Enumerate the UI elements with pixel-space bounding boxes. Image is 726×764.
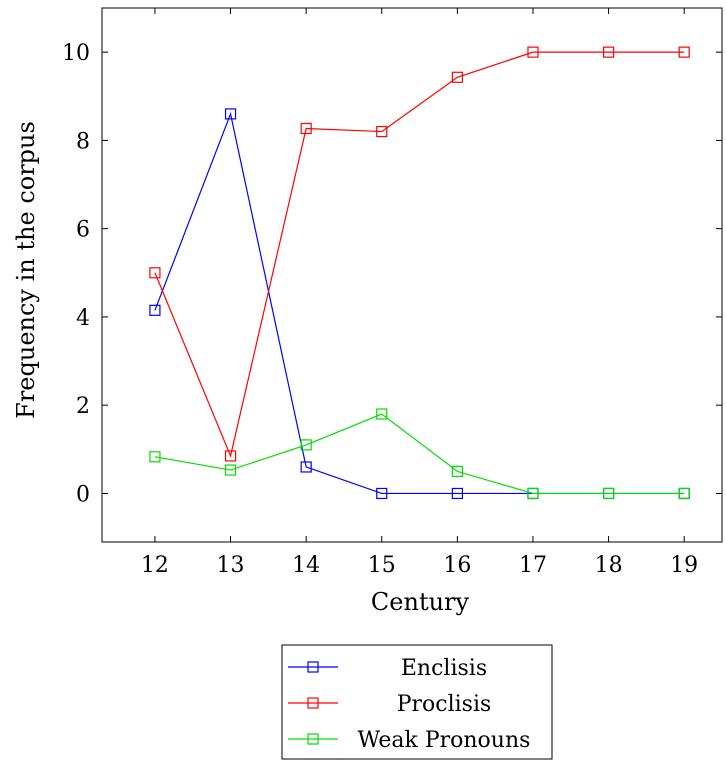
- y-tick-label: 2: [76, 394, 90, 419]
- legend: Enclisis Proclisis Weak Pronouns: [281, 644, 553, 760]
- data-point-proclisis: [678, 46, 690, 58]
- y-tick-label: 10: [62, 41, 90, 66]
- x-tick-label: 16: [443, 553, 471, 578]
- series-line-proclisis: [154, 51, 685, 458]
- x-tick-label: 18: [595, 553, 623, 578]
- legend-label-proclisis: Proclisis: [397, 692, 492, 717]
- data-point-proclisis: [149, 267, 161, 279]
- y-axis-title: Frequency in the corpus: [12, 121, 40, 419]
- x-tick-label: 13: [217, 553, 245, 578]
- data-point-enclisis: [149, 304, 161, 316]
- data-point-weak-pronouns: [678, 487, 690, 500]
- data-point-proclisis: [451, 71, 463, 83]
- x-axis-ticks: 12 13 14 15 16 17 18 19: [141, 8, 698, 578]
- legend-marker-weak-pronouns: [307, 733, 319, 745]
- series-line-enclisis: [154, 111, 685, 495]
- legend-marker-proclisis: [307, 697, 319, 709]
- legend-marker-enclisis: [307, 661, 319, 673]
- legend-label-enclisis: Enclisis: [401, 656, 487, 681]
- data-point-weak-pronouns: [527, 487, 539, 500]
- data-point-enclisis: [376, 487, 388, 500]
- x-tick-label: 15: [368, 553, 396, 578]
- data-point-weak-pronouns: [376, 408, 388, 420]
- y-tick-label: 0: [76, 482, 90, 507]
- x-tick-label: 14: [292, 553, 320, 578]
- series-line-weak-pronouns: [154, 413, 685, 495]
- plot-area: [101, 7, 723, 543]
- data-point-proclisis: [527, 46, 539, 58]
- plot-frame: [101, 7, 723, 543]
- data-point-weak-pronouns: [602, 487, 615, 500]
- x-axis-title: Century: [371, 588, 470, 616]
- series-layer: [149, 46, 690, 500]
- data-point-proclisis: [376, 125, 388, 138]
- data-point-enclisis: [224, 108, 237, 120]
- x-tick-label: 19: [670, 553, 698, 578]
- data-point-weak-pronouns: [224, 464, 237, 476]
- y-tick-label: 6: [76, 218, 90, 243]
- x-tick-label: 12: [141, 553, 169, 578]
- y-axis-ticks: 0 2 4 6 8 10: [62, 41, 722, 507]
- data-point-enclisis: [300, 461, 312, 473]
- y-tick-label: 8: [76, 129, 90, 154]
- data-point-proclisis: [602, 46, 615, 58]
- data-point-weak-pronouns: [300, 439, 312, 451]
- legend-box: [281, 644, 553, 760]
- data-point-proclisis: [300, 122, 312, 135]
- x-tick-label: 17: [519, 553, 547, 578]
- y-tick-label: 4: [76, 306, 90, 331]
- data-point-weak-pronouns: [149, 451, 161, 463]
- data-point-weak-pronouns: [451, 465, 463, 477]
- legend-label-weak-pronouns: Weak Pronouns: [358, 728, 531, 753]
- data-point-enclisis: [451, 487, 463, 500]
- data-point-proclisis: [224, 450, 237, 462]
